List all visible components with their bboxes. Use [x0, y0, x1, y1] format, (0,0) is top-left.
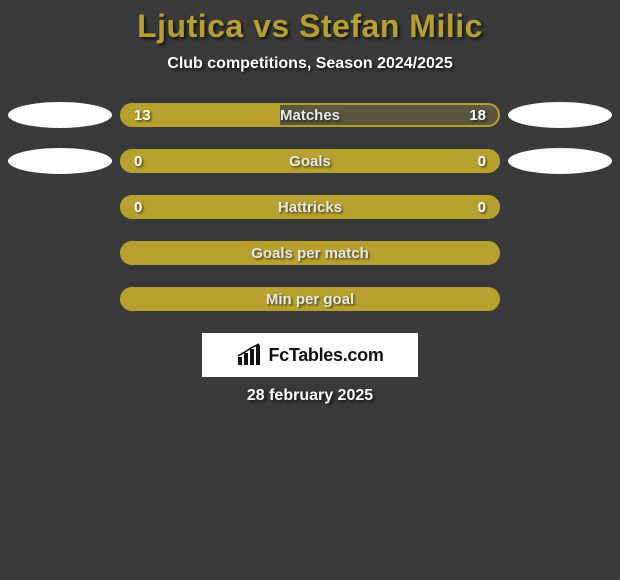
- stat-right-value: 18: [469, 107, 486, 124]
- stat-row: Min per goal: [0, 287, 620, 311]
- date-label: 28 february 2025: [0, 387, 620, 405]
- stat-bar-text: 0 Hattricks 0: [122, 197, 498, 217]
- stat-left-value: 0: [134, 153, 142, 170]
- stat-row: 0 Goals 0: [0, 149, 620, 173]
- page-title: Ljutica vs Stefan Milic: [0, 8, 620, 45]
- stat-bar-text: 13 Matches 18: [122, 105, 498, 125]
- stat-bar-text: 0 Goals 0: [122, 151, 498, 171]
- stat-label: Matches: [151, 107, 470, 124]
- stat-right-value: 0: [478, 199, 486, 216]
- stat-bar: 0 Goals 0: [120, 149, 500, 173]
- stat-label: Goals per match: [134, 245, 486, 262]
- ellipse-icon: [508, 148, 612, 174]
- stat-bar: Min per goal: [120, 287, 500, 311]
- brand-logo: FcTables.com: [202, 333, 418, 377]
- right-badge: [500, 148, 620, 174]
- left-badge: [0, 148, 120, 174]
- ellipse-icon: [8, 148, 112, 174]
- page-subtitle: Club competitions, Season 2024/2025: [0, 55, 620, 73]
- stat-row: Goals per match: [0, 241, 620, 265]
- stat-row: 13 Matches 18: [0, 103, 620, 127]
- stat-row: 0 Hattricks 0: [0, 195, 620, 219]
- stat-label: Goals: [142, 153, 477, 170]
- ellipse-icon: [508, 102, 612, 128]
- stat-bar: 13 Matches 18: [120, 103, 500, 127]
- bar-chart-icon: [236, 343, 264, 367]
- brand-logo-inner: FcTables.com: [236, 343, 383, 367]
- stat-label: Min per goal: [134, 291, 486, 308]
- ellipse-icon: [8, 102, 112, 128]
- stat-bar-text: Min per goal: [122, 289, 498, 309]
- stat-left-value: 0: [134, 199, 142, 216]
- left-badge: [0, 102, 120, 128]
- stats-infographic: Ljutica vs Stefan Milic Club competition…: [0, 0, 620, 580]
- brand-logo-text: FcTables.com: [268, 345, 383, 366]
- stat-bar: Goals per match: [120, 241, 500, 265]
- stat-bar-text: Goals per match: [122, 243, 498, 263]
- stat-bar: 0 Hattricks 0: [120, 195, 500, 219]
- stat-rows-container: 13 Matches 18 0 Goals 0: [0, 103, 620, 311]
- right-badge: [500, 102, 620, 128]
- stat-left-value: 13: [134, 107, 151, 124]
- stat-label: Hattricks: [142, 199, 477, 216]
- stat-right-value: 0: [478, 153, 486, 170]
